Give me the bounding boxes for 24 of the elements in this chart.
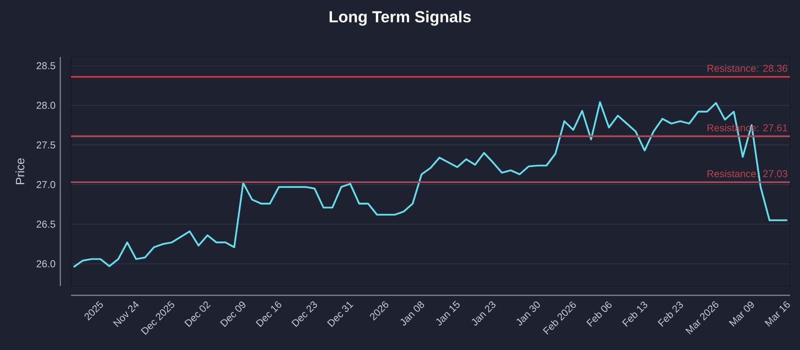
x-tick-label: Nov 24 [112, 301, 139, 327]
x-tick-label: Dec 23 [291, 301, 318, 327]
x-tick-label: Mar 09 [728, 302, 754, 327]
y-tick-label: 28.0 [36, 102, 56, 109]
x-tick-label: Dec 16 [256, 301, 282, 327]
x-tick-label: Feb 06 [586, 302, 612, 327]
y-axis-title: Price [16, 158, 24, 184]
x-tick-label: Jan 30 [516, 301, 540, 326]
chart-title: Long Term Signals [330, 10, 471, 26]
x-tick-label: Feb 23 [658, 302, 683, 327]
x-tick-label: Jan 08 [400, 301, 424, 326]
y-tick-label: 28.5 [36, 62, 56, 70]
x-tick-label: Dec 09 [220, 302, 246, 327]
x-tick-label: Jan 15 [436, 300, 460, 326]
ref-line-label: Resistance: 28.36 [708, 64, 788, 72]
y-tick-label: 27.0 [36, 181, 56, 188]
x-tick-label: Dec 31 [327, 302, 354, 327]
x-tick-label: Feb 13 [622, 302, 648, 327]
x-tick-label: Jan 23 [472, 301, 496, 326]
y-tick-label: 26.0 [36, 260, 56, 268]
y-tick-label: 27.5 [36, 141, 56, 149]
x-tick-label: Dec 02 [184, 301, 211, 327]
y-tick-label: 26.5 [36, 220, 56, 228]
x-tick-label: Mar 16 [764, 301, 790, 327]
